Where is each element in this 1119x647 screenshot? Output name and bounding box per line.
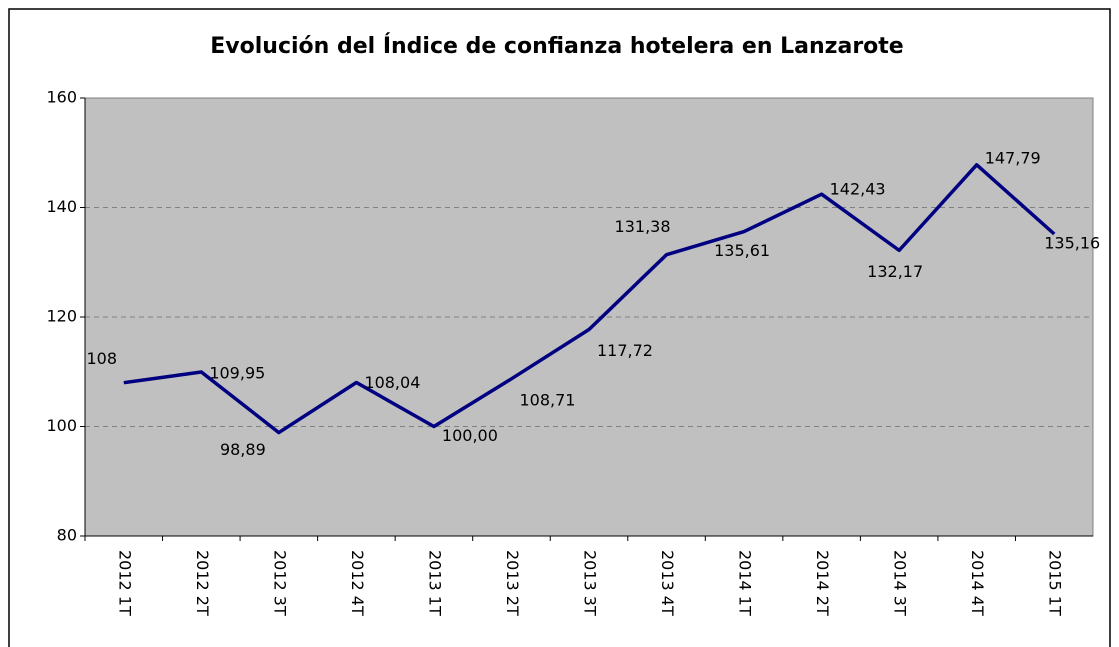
x-tick-label: 2013 4T [658, 550, 677, 616]
data-label: 135,61 [714, 241, 770, 260]
x-tick-label: 2014 1T [736, 550, 755, 616]
data-label: 132,17 [867, 262, 923, 281]
x-tick-label: 2012 4T [348, 550, 367, 616]
data-label: 108,04 [364, 373, 420, 392]
y-tick-label: 140 [46, 197, 77, 216]
data-label: 98,89 [220, 440, 266, 459]
x-tick-label: 2013 2T [503, 550, 522, 616]
y-tick-label: 120 [46, 307, 77, 326]
x-tick-label: 2012 3T [270, 550, 289, 616]
x-tick-label: 2015 1T [1046, 550, 1065, 616]
data-label: 131,38 [615, 217, 671, 236]
x-tick-label: 2014 2T [813, 550, 832, 616]
y-tick-label: 80 [57, 526, 77, 545]
x-tick-label: 2012 1T [115, 550, 134, 616]
data-label: 108 [86, 349, 117, 368]
y-tick-label: 160 [46, 88, 77, 107]
x-tick-label: 2014 3T [891, 550, 910, 616]
data-label: 135,16 [1044, 233, 1100, 252]
data-label: 108,71 [519, 390, 575, 409]
data-label: 147,79 [985, 148, 1041, 167]
data-label: 117,72 [597, 341, 653, 360]
data-label: 109,95 [209, 364, 265, 383]
chart-title: Evolución del Índice de confianza hotele… [210, 33, 903, 59]
data-label: 100,00 [442, 426, 498, 445]
x-tick-label: 2014 4T [968, 550, 987, 616]
x-tick-label: 2013 1T [425, 550, 444, 616]
series-line [123, 163, 1056, 435]
x-tick-label: 2013 3T [581, 550, 600, 616]
x-tick-label: 2012 2T [193, 550, 212, 616]
y-tick-label: 100 [46, 416, 77, 435]
data-label: 142,43 [830, 180, 886, 199]
